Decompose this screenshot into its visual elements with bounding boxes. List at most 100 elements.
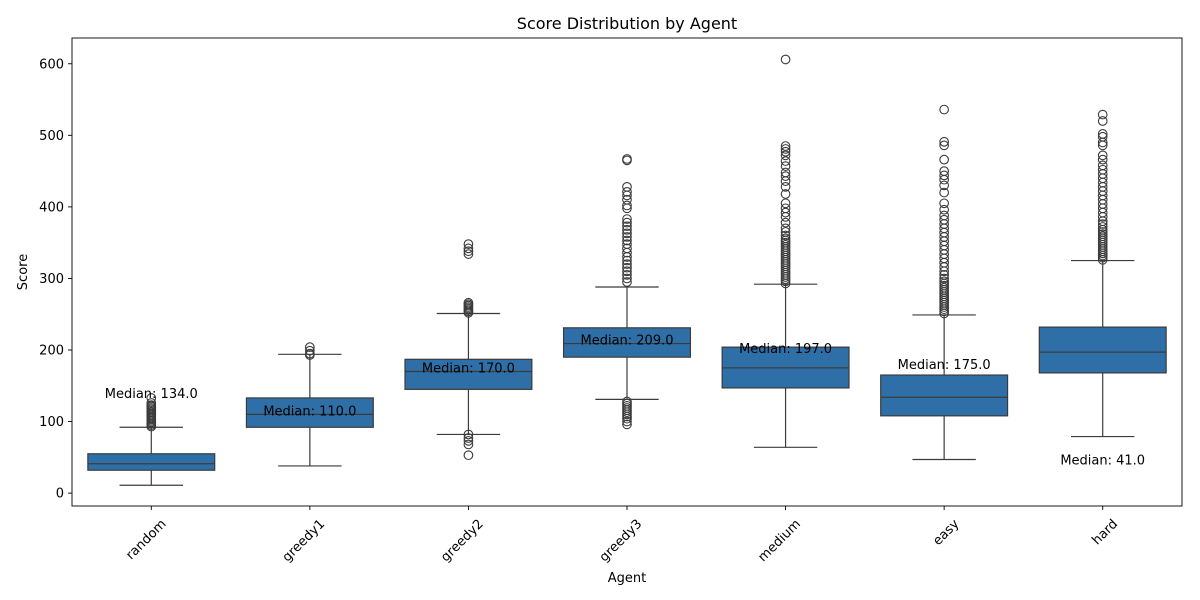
outlier-point — [939, 270, 949, 280]
outlier-point — [622, 259, 632, 269]
outlier-point — [146, 398, 157, 408]
y-tick-label: 0 — [56, 487, 64, 502]
outlier-point — [622, 194, 632, 205]
outlier-point — [939, 204, 949, 215]
y-tick-label: 300 — [39, 272, 64, 287]
outlier-point — [780, 54, 791, 65]
outlier-point — [463, 246, 474, 257]
x-tick-label: hard — [1090, 517, 1122, 549]
outlier-point — [1097, 164, 1108, 175]
outlier-point — [780, 161, 791, 171]
outlier-point — [463, 436, 474, 446]
y-tick-label: 200 — [39, 344, 64, 359]
median-annotation: Median: 110.0 — [263, 404, 356, 419]
outlier-point — [622, 277, 632, 287]
outlier-point — [780, 230, 791, 241]
outlier-point — [939, 154, 949, 165]
outlier-point — [622, 262, 632, 273]
outlier-point — [463, 243, 474, 254]
outlier-point — [1097, 154, 1108, 165]
outlier-point — [463, 433, 474, 443]
outlier-point — [622, 154, 632, 164]
plot-frame — [71, 37, 1183, 507]
outlier-point — [939, 170, 949, 181]
median-annotation: Median: 175.0 — [898, 358, 991, 373]
outlier-point — [622, 235, 632, 246]
outlier-point — [939, 136, 949, 147]
outlier-point — [622, 243, 632, 254]
y-tick-label: 100 — [39, 415, 64, 430]
outlier-point — [780, 167, 791, 178]
outlier-point — [780, 207, 791, 218]
outlier-point — [1097, 219, 1108, 229]
outlier-point — [939, 210, 949, 221]
outlier-point — [1097, 150, 1108, 161]
y-axis-label: Score — [16, 254, 31, 290]
median-annotation: Median: 170.0 — [422, 361, 515, 376]
outlier-point — [622, 270, 632, 280]
outlier-point — [622, 396, 632, 407]
outlier-point — [780, 176, 791, 186]
outlier-point — [622, 217, 632, 228]
outlier-point — [780, 198, 791, 209]
outlier-point — [939, 214, 949, 225]
outlier-point — [1097, 129, 1108, 139]
outlier-point — [305, 348, 315, 359]
outlier-point — [463, 439, 474, 450]
x-tick-label: easy — [930, 516, 962, 548]
y-tick-label: 500 — [39, 129, 64, 144]
outlier-point — [622, 266, 632, 277]
outlier-point — [622, 224, 632, 235]
outlier-point — [622, 187, 632, 197]
box-easy — [880, 374, 1009, 417]
x-tick-label: random — [123, 517, 169, 563]
median-annotation: Median: 209.0 — [580, 333, 673, 348]
outlier-point — [780, 171, 791, 181]
outlier-point — [939, 104, 949, 115]
outlier-point — [780, 227, 791, 237]
outlier-point — [780, 233, 791, 244]
outlier-point — [780, 203, 791, 214]
outlier-point — [305, 342, 315, 352]
outlier-point — [146, 393, 157, 403]
median-annotation: Median: 41.0 — [1060, 454, 1145, 469]
x-tick-label: greedy2 — [438, 517, 486, 565]
outlier-point — [780, 146, 791, 157]
y-tick-label: 600 — [39, 57, 64, 72]
outlier-point — [622, 416, 632, 427]
outlier-point — [622, 232, 632, 242]
outlier-point — [939, 140, 949, 151]
outlier-point — [1097, 109, 1108, 120]
outlier-point — [463, 297, 474, 308]
outlier-point — [939, 276, 949, 287]
outlier-point — [780, 141, 791, 151]
outlier-point — [1097, 160, 1108, 171]
x-tick-label: medium — [755, 517, 803, 565]
outlier-point — [622, 228, 632, 239]
outlier-point — [622, 214, 632, 224]
outlier-point — [939, 166, 949, 176]
outlier-point — [622, 181, 632, 192]
outlier-point — [622, 273, 632, 284]
outlier-point — [463, 450, 474, 461]
outlier-point — [622, 200, 632, 211]
outlier-point — [622, 239, 632, 249]
outlier-point — [622, 419, 632, 430]
box-hard — [1038, 326, 1167, 374]
outlier-point — [780, 144, 791, 154]
outlier-point — [780, 150, 791, 161]
x-axis-label: Agent — [608, 571, 646, 586]
outlier-point — [780, 189, 791, 199]
outlier-point — [939, 273, 949, 284]
outlier-point — [305, 345, 315, 356]
outlier-point — [780, 223, 791, 234]
outlier-point — [622, 221, 632, 232]
y-tick-label: 400 — [39, 200, 64, 215]
outlier-point — [622, 255, 632, 266]
box-random — [87, 453, 216, 471]
box-greedy3 — [562, 327, 692, 358]
outlier-point — [939, 180, 949, 191]
outlier-point — [463, 239, 474, 249]
box-greedy1 — [245, 397, 374, 428]
